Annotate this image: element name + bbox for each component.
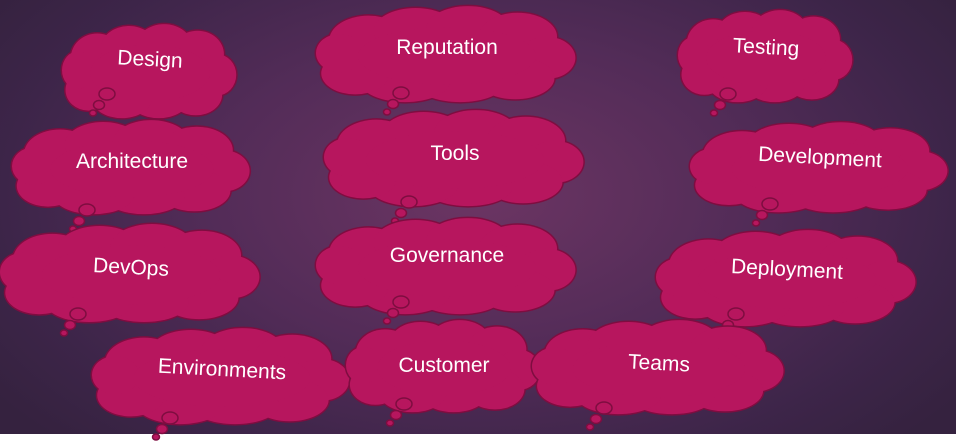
cloud-tail-puff	[400, 195, 418, 209]
cloud-tail-puff	[59, 329, 69, 337]
cloud-label-customer: Customer	[398, 354, 490, 377]
cloud-tail-puff	[595, 401, 613, 415]
cloud-tail-puff	[589, 413, 603, 425]
cloud-customer: Customer	[344, 318, 542, 427]
cloud-tail-puff	[585, 423, 595, 431]
cloud-teams: Teams	[530, 318, 786, 431]
cloud-environments: Environments	[90, 326, 352, 441]
cloud-tail-puff	[392, 86, 410, 100]
cloud-tail-puff	[751, 219, 761, 227]
cloud-tail-puff	[727, 307, 745, 321]
cloud-design: Design	[60, 22, 238, 120]
cloud-architecture: Architecture	[10, 118, 252, 233]
cloud-tail-puff	[151, 433, 161, 441]
cloud-tail-puff	[761, 197, 779, 211]
cloud-tail-puff	[88, 109, 98, 117]
cloud-testing: Testing	[676, 8, 854, 117]
cloud-tail-puff	[72, 215, 86, 227]
cloud-shape	[344, 318, 542, 427]
cloud-tools: Tools	[322, 108, 586, 225]
cloud-governance: Governance	[314, 216, 578, 325]
cloud-development: Development	[688, 120, 950, 227]
cloud-tail-puff	[389, 409, 403, 421]
cloud-devops: DevOps	[0, 222, 262, 337]
cloud-label-governance: Governance	[389, 244, 505, 267]
cloud-tail-puff	[713, 99, 727, 111]
cloud-deployment: Deployment	[654, 228, 918, 337]
cloud-shape	[688, 120, 949, 227]
cloud-shape	[314, 4, 577, 116]
cloud-tail-puff	[63, 319, 77, 331]
cloud-shape	[90, 326, 351, 441]
cloud-label-reputation: Reputation	[396, 36, 498, 59]
cloud-tail-puff	[709, 109, 719, 117]
cloud-tail-puff	[155, 423, 169, 435]
cloud-label-architecture: Architecture	[75, 150, 189, 173]
cloud-tail-puff	[98, 87, 116, 101]
cloud-tail-puff	[386, 307, 400, 319]
cloud-shape	[0, 222, 261, 337]
cloud-tail-puff	[382, 108, 392, 116]
cloud-shape	[676, 8, 854, 117]
cloud-tail-puff	[719, 87, 737, 101]
cloud-tail-puff	[395, 397, 413, 411]
cloud-shape	[654, 228, 917, 337]
cloud-label-tools: Tools	[430, 142, 480, 165]
cloud-tail-puff	[161, 411, 179, 425]
cloud-tail-puff	[385, 419, 395, 427]
cloud-tail-puff	[382, 317, 392, 325]
cloud-tail-puff	[755, 209, 769, 221]
cloud-shape	[530, 318, 785, 431]
cloud-tail-puff	[386, 98, 400, 110]
cloud-tail-puff	[78, 203, 96, 217]
cloud-reputation: Reputation	[314, 4, 578, 116]
cloud-shape	[322, 108, 585, 225]
cloud-tail-puff	[392, 295, 410, 309]
cloud-tail-puff	[92, 99, 106, 111]
cloud-shape	[60, 22, 238, 120]
cloud-shape	[314, 216, 577, 325]
cloud-tail-puff	[394, 207, 408, 219]
cloud-tail-puff	[69, 307, 87, 321]
cloud-shape	[10, 118, 252, 233]
